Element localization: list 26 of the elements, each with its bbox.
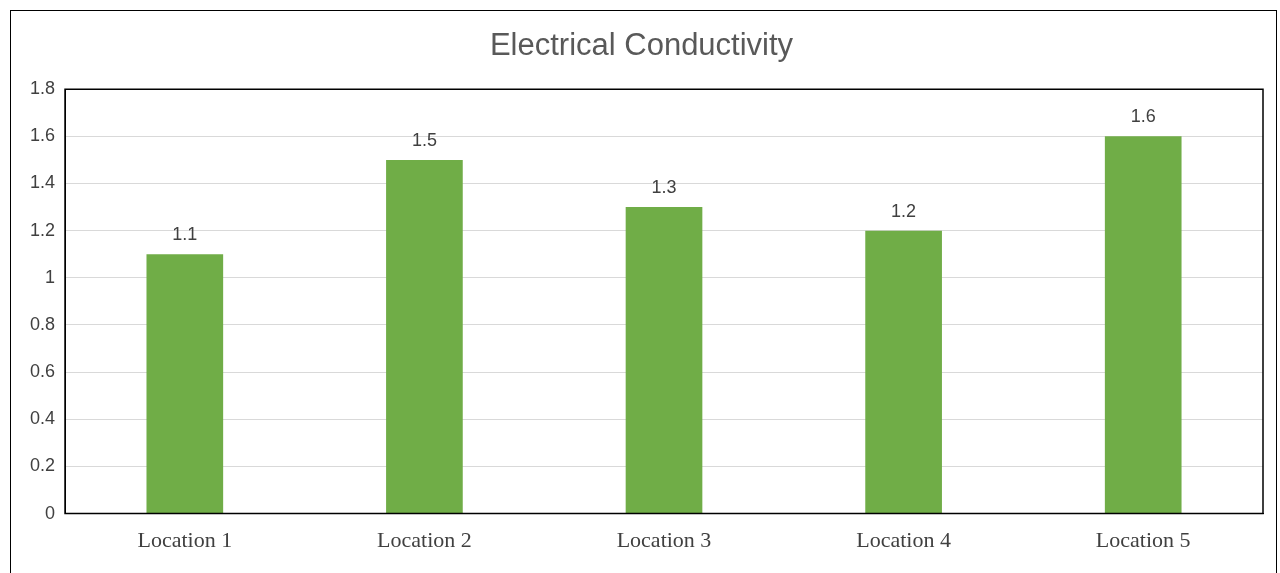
x-tick-label: Location 1 xyxy=(137,526,233,552)
y-tick-label: 0.6 xyxy=(29,361,56,382)
bar xyxy=(1104,136,1182,514)
bar xyxy=(625,207,703,514)
data-label: 1.6 xyxy=(1130,106,1156,127)
y-tick-label: 0.4 xyxy=(29,408,56,429)
bar xyxy=(865,230,942,514)
y-tick-label: 1.6 xyxy=(29,125,56,146)
bar xyxy=(146,254,224,514)
data-label: 1.1 xyxy=(172,224,198,245)
y-tick-label: 1 xyxy=(45,266,56,287)
y-tick-label: 1.2 xyxy=(29,219,56,240)
y-tick-label: 0 xyxy=(45,502,56,523)
x-tick-label: Location 3 xyxy=(616,526,712,552)
y-tick-label: 0.8 xyxy=(29,313,56,334)
data-label: 1.2 xyxy=(891,200,917,221)
data-label: 1.5 xyxy=(411,129,437,150)
x-tick-label: Location 2 xyxy=(377,526,472,552)
y-tick-label: 1.8 xyxy=(29,78,56,99)
chart-title: Electrical Conductivity xyxy=(489,27,794,63)
x-tick-label: Location 5 xyxy=(1095,526,1191,552)
y-tick-label: 1.4 xyxy=(29,172,56,193)
data-label: 1.3 xyxy=(651,177,677,198)
x-tick-label: Location 4 xyxy=(856,526,951,552)
y-tick-label: 0.2 xyxy=(29,455,56,476)
bar xyxy=(386,159,463,514)
